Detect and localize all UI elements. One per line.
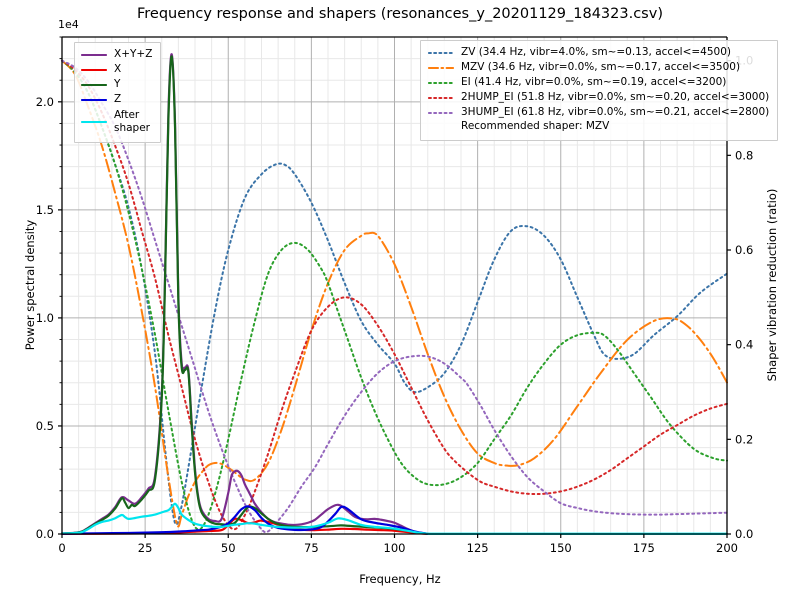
legend-item-label: X bbox=[114, 63, 122, 75]
legend-item-label: 2HUMP_EI (51.8 Hz, vibr=0.0%, sm~=0.20, … bbox=[461, 91, 770, 103]
legend-line-icon bbox=[81, 64, 107, 76]
legend-item-label: Z bbox=[114, 93, 122, 105]
legend-item-label: After shaper bbox=[114, 109, 150, 135]
y-tick-label-left: 0.5 bbox=[36, 419, 54, 433]
legend-item-mzv[interactable]: MZV (34.6 Hz, vibr=0.0%, sm~=0.17, accel… bbox=[428, 60, 769, 75]
y-tick-label-right: 0.2 bbox=[735, 432, 753, 446]
legend-item-label: X+Y+Z bbox=[114, 48, 153, 60]
legend-item-ei[interactable]: EI (41.4 Hz, vibr=0.0%, sm~=0.19, accel<… bbox=[428, 75, 769, 90]
y-tick-label-left: 2.0 bbox=[36, 95, 54, 109]
psd-curve-z bbox=[60, 505, 429, 535]
legend-line-icon bbox=[428, 77, 454, 89]
legend-item-after-shaper[interactable]: After shaper bbox=[81, 107, 152, 137]
y-axis-label-left: Power spectral density bbox=[23, 219, 37, 351]
legend-item-label: 3HUMP_EI (61.8 Hz, vibr=0.0%, sm~=0.21, … bbox=[461, 106, 770, 118]
y-tick-label-right: 0.0 bbox=[735, 527, 753, 541]
legend-psd: X+Y+Z X Y Z After shaper bbox=[74, 42, 162, 143]
legend-line-icon bbox=[428, 62, 454, 74]
y-tick-label-right: 0.4 bbox=[735, 338, 753, 352]
legend-line-icon bbox=[81, 94, 107, 106]
x-tick-label: 200 bbox=[716, 541, 738, 555]
psd-curve-x-y-z bbox=[60, 53, 429, 535]
x-tick-label: 100 bbox=[384, 541, 406, 555]
legend-label-line1: After bbox=[114, 109, 140, 121]
x-axis-label: Frequency, Hz bbox=[359, 572, 441, 586]
legend-item-x-y-z[interactable]: X+Y+Z bbox=[81, 47, 152, 62]
recommended-shaper-text: Recommended shaper: MZV bbox=[461, 120, 610, 132]
y-tick-label-right: 0.8 bbox=[735, 148, 753, 162]
legend-item-z[interactable]: Z bbox=[81, 92, 152, 107]
x-tick-label: 125 bbox=[467, 541, 489, 555]
legend-item-label: EI (41.4 Hz, vibr=0.0%, sm~=0.19, accel<… bbox=[461, 76, 727, 88]
legend-item-zv[interactable]: ZV (34.4 Hz, vibr=4.0%, sm~=0.13, accel<… bbox=[428, 45, 769, 60]
x-tick-label: 75 bbox=[304, 541, 319, 555]
legend-item-3hump-ei[interactable]: 3HUMP_EI (61.8 Hz, vibr=0.0%, sm~=0.21, … bbox=[428, 105, 769, 120]
legend-item-label: Y bbox=[114, 78, 121, 90]
x-tick-label: 25 bbox=[138, 541, 153, 555]
legend-shapers: ZV (34.4 Hz, vibr=4.0%, sm~=0.13, accel<… bbox=[420, 40, 779, 141]
shaper-curve-ei bbox=[61, 59, 728, 531]
legend-line-icon bbox=[81, 79, 107, 91]
y-tick-label-left: 0.0 bbox=[36, 527, 54, 541]
psd-curve-after-shaper bbox=[60, 502, 729, 536]
legend-line-icon bbox=[81, 116, 107, 128]
x-tick-label: 50 bbox=[221, 541, 236, 555]
y-tick-label-left: 1.0 bbox=[36, 311, 54, 325]
y-tick-label-right: 0.6 bbox=[735, 243, 753, 257]
legend-line-icon bbox=[428, 107, 454, 119]
y-tick-label-left: 1.5 bbox=[36, 203, 54, 217]
shaper-curve-mzv bbox=[61, 59, 728, 528]
legend-item-2hump-ei[interactable]: 2HUMP_EI (51.8 Hz, vibr=0.0%, sm~=0.20, … bbox=[428, 90, 769, 105]
legend-item-label: ZV (34.4 Hz, vibr=4.0%, sm~=0.13, accel<… bbox=[461, 46, 731, 58]
legend-line-icon bbox=[428, 47, 454, 59]
chart-title: Frequency response and shapers (resonanc… bbox=[137, 6, 663, 22]
x-tick-label: 175 bbox=[633, 541, 655, 555]
legend-item-y[interactable]: Y bbox=[81, 77, 152, 92]
legend-label-line2: shaper bbox=[114, 122, 151, 134]
legend-line-icon bbox=[428, 92, 454, 104]
shaper-curve-2hump_ei bbox=[61, 59, 728, 531]
legend-line-icon bbox=[81, 49, 107, 61]
y-axis-offset-label: 1e4 bbox=[58, 18, 79, 31]
x-tick-label: 150 bbox=[550, 541, 572, 555]
legend-item-label: MZV (34.6 Hz, vibr=0.0%, sm~=0.17, accel… bbox=[461, 61, 741, 73]
legend-item-x[interactable]: X bbox=[81, 62, 152, 77]
shaper-curve-zv bbox=[61, 59, 728, 526]
y-axis-label-right: Shaper vibration reduction (ratio) bbox=[765, 188, 779, 382]
x-tick-label: 0 bbox=[58, 541, 65, 555]
